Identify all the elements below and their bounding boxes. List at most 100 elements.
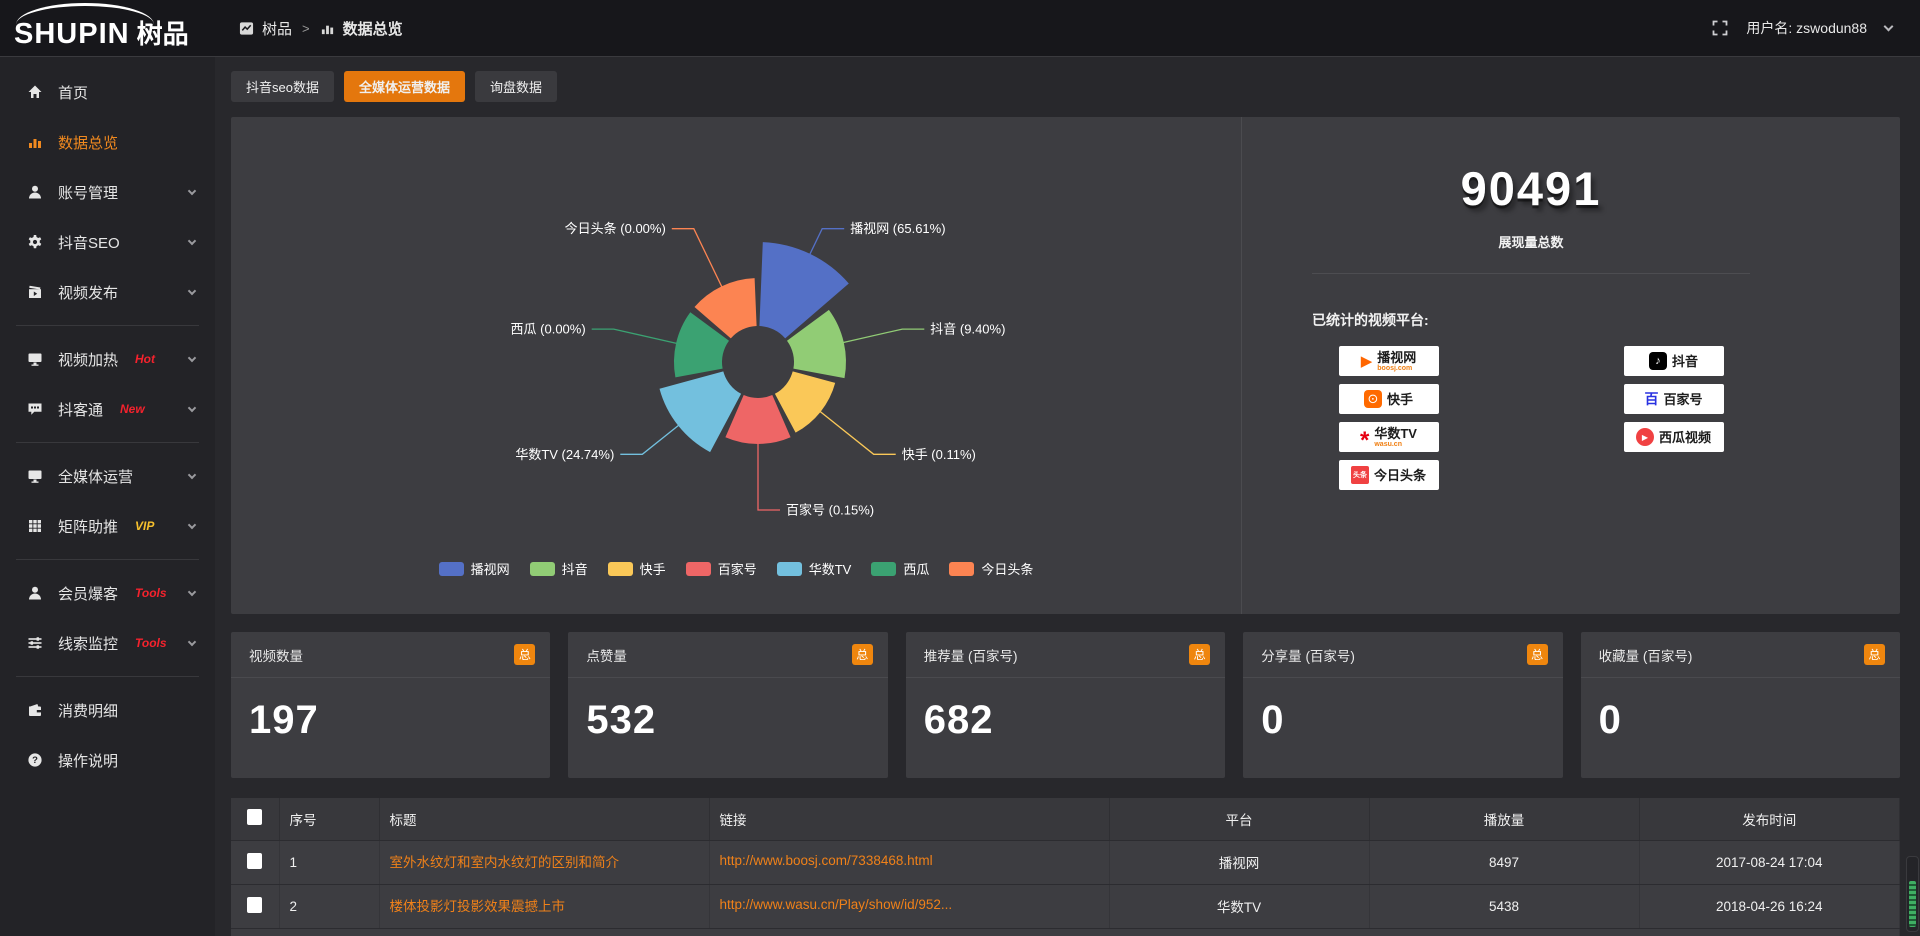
platform-name: 快手 (1386, 391, 1413, 407)
username-label[interactable]: 用户名: zswodun88 (1746, 20, 1867, 36)
pie-slice-抖音[interactable] (787, 309, 846, 379)
tab-抖音seo数据[interactable]: 抖音seo数据 (231, 71, 334, 102)
select-all-checkbox[interactable] (247, 809, 263, 826)
sidebar-item-label: 抖音SEO (58, 234, 120, 252)
stat-card-label: 推荐量 (百家号) (923, 648, 1018, 664)
sidebar-divider (16, 325, 199, 326)
xigua-play-icon: ▶ (1635, 428, 1654, 446)
user-menu-chevron-icon[interactable] (1883, 21, 1894, 32)
chevron-down-icon (187, 587, 197, 596)
toutiao-icon: 头条 (1350, 466, 1369, 484)
row-checkbox[interactable] (247, 896, 263, 913)
platform-name: 百家号 (1663, 391, 1703, 407)
col-header-index: 序号 (279, 798, 380, 841)
platform-badge-西瓜视频[interactable]: ▶ 西瓜视频 (1623, 422, 1724, 452)
home-icon (26, 84, 43, 100)
platforms-title: 已统计的视频平台: (1312, 312, 1429, 328)
pie-slice-今日头条[interactable] (694, 278, 757, 339)
sidebar-item-label: 消费明细 (58, 702, 119, 720)
gear-icon (26, 234, 43, 250)
stat-card-收藏量 (百家号): 收藏量 (百家号) 总 0 (1580, 632, 1900, 778)
nightingale-pie-chart[interactable]: 播视网 (65.61%) 抖音 (9.40%) 快手 (0.11%) 百家号 (0.1… (231, 117, 1241, 577)
total-badge[interactable]: 总 (1863, 644, 1885, 665)
legend-item-播视网[interactable]: 播视网 (438, 559, 510, 578)
video-url-link[interactable]: http://www.boosj.com/7338468.html (719, 853, 933, 868)
platform-share-chart: 播视网 (65.61%) 抖音 (9.40%) 快手 (0.11%) 百家号 (0.1… (231, 117, 1241, 614)
sidebar-item-首页[interactable]: 首页 (0, 67, 215, 117)
stat-card-分享量 (百家号): 分享量 (百家号) 总 0 (1243, 632, 1563, 778)
sidebar-item-label: 抖客通 (58, 401, 104, 419)
sidebar-item-badge: Tools (135, 636, 167, 650)
pie-slice-播视网[interactable] (759, 242, 849, 339)
video-title-link[interactable]: 室外水纹灯和室内水纹灯的区别和简介 (389, 854, 620, 870)
stat-card-value: 532 (586, 698, 657, 742)
sidebar-item-全媒体运营[interactable]: 全媒体运营 (0, 451, 215, 501)
video-title-link[interactable]: 楼体投影灯投影效果震撼上市 (389, 898, 566, 914)
total-impressions-value: 90491 (1460, 162, 1602, 215)
total-badge[interactable]: 总 (1189, 644, 1211, 665)
total-badge[interactable]: 总 (851, 644, 873, 665)
sidebar-item-badge: Hot (135, 352, 156, 366)
sidebar-item-账号管理[interactable]: 账号管理 (0, 167, 215, 217)
brand-logo[interactable]: SHUPIN 树品 (0, 0, 215, 57)
platform-badge-快手[interactable]: ⊙ 快手 (1338, 384, 1439, 414)
sidebar-item-消费明细[interactable]: 消费明细 (0, 685, 215, 735)
legend-swatch (607, 561, 633, 576)
sidebar-item-操作说明[interactable]: ? 操作说明 (0, 735, 215, 785)
sliders-icon (26, 635, 43, 651)
legend-item-华数TV[interactable]: 华数TV (776, 559, 851, 578)
stat-card-点赞量: 点赞量 总 532 (568, 632, 888, 778)
breadcrumb-current[interactable]: 数据总览 (342, 20, 403, 38)
legend-item-今日头条[interactable]: 今日头条 (949, 559, 1033, 578)
legend-item-西瓜[interactable]: 西瓜 (871, 559, 929, 578)
publish-icon (26, 284, 43, 300)
stat-card-value: 0 (1261, 698, 1285, 742)
legend-swatch (776, 561, 802, 576)
pie-slice-华数TV[interactable] (659, 371, 742, 453)
platform-badge-抖音[interactable]: ♪ 抖音 (1623, 346, 1724, 376)
platform-badge-百家号[interactable]: 百百家号 (1623, 384, 1724, 414)
legend-item-百家号[interactable]: 百家号 (685, 559, 757, 578)
chart-icon (26, 134, 43, 150)
legend-item-抖音[interactable]: 抖音 (529, 559, 588, 578)
page-scrollbar[interactable] (1906, 856, 1919, 932)
pie-slice-百家号[interactable] (725, 395, 791, 444)
platform-name: 播视网 (1377, 349, 1417, 365)
overview-panel: 播视网 (65.61%) 抖音 (9.40%) 快手 (0.11%) 百家号 (0.1… (231, 117, 1900, 614)
svg-text:?: ? (32, 755, 38, 766)
baijiahao-icon: 百 (1644, 391, 1659, 407)
sidebar-item-会员爆客[interactable]: 会员爆客 Tools (0, 568, 215, 618)
platform-badge-播视网[interactable]: ▶ 播视网 boosj.com (1338, 346, 1439, 376)
total-badge[interactable]: 总 (514, 644, 536, 665)
legend-item-快手[interactable]: 快手 (607, 559, 666, 578)
main-content: 抖音seo数据 全媒体运营数据 询盘数据 播视网 (65.61%) 抖音 (9.40%… (215, 0, 1920, 936)
platform-badge-华数TV[interactable]: * 华数TV wasu.cn (1338, 422, 1439, 453)
video-url-link[interactable]: http://www.wasu.cn/Play/show/id/952... (719, 897, 953, 912)
pie-slice-西瓜[interactable] (673, 312, 729, 378)
scrollbar-thumb[interactable] (1909, 881, 1916, 927)
stat-card-视频数量: 视频数量 总 197 (231, 632, 551, 778)
platform-badge-今日头条[interactable]: 头条 今日头条 (1338, 460, 1439, 490)
tab-询盘数据[interactable]: 询盘数据 (474, 71, 557, 102)
sidebar-item-数据总览[interactable]: 数据总览 (0, 117, 215, 167)
pie-label: 抖音 (9.40%) (930, 322, 1005, 337)
chart-legend: 播视网 抖音 快手 百家号 华数TV 西瓜 今日头条 (231, 559, 1241, 578)
pie-label: 今日头条 (0.00%) (565, 221, 666, 236)
fullscreen-icon[interactable] (1712, 20, 1728, 36)
sidebar-item-矩阵助推[interactable]: 矩阵助推 VIP (0, 501, 215, 551)
sidebar-item-视频加热[interactable]: 视频加热 Hot (0, 334, 215, 384)
sidebar-item-视频发布[interactable]: 视频发布 (0, 267, 215, 317)
sidebar-item-抖客通[interactable]: 抖客通 New (0, 384, 215, 434)
tab-全媒体运营数据[interactable]: 全媒体运营数据 (343, 71, 465, 102)
douyin-note-icon: ♪ (1648, 352, 1667, 370)
sidebar-item-线索监控[interactable]: 线索监控 Tools (0, 618, 215, 668)
row-checkbox[interactable] (247, 852, 263, 869)
pie-slice-快手[interactable] (774, 371, 836, 433)
breadcrumb-home[interactable]: 树品 (262, 20, 293, 38)
pie-label-line (591, 328, 678, 345)
total-badge[interactable]: 总 (1526, 644, 1548, 665)
cell-time: 2017-08-24 17:04 (1639, 840, 1900, 885)
sidebar-item-label: 线索监控 (58, 635, 119, 653)
sidebar-item-抖音SEO[interactable]: 抖音SEO (0, 217, 215, 267)
sidebar-item-badge: VIP (135, 519, 155, 533)
